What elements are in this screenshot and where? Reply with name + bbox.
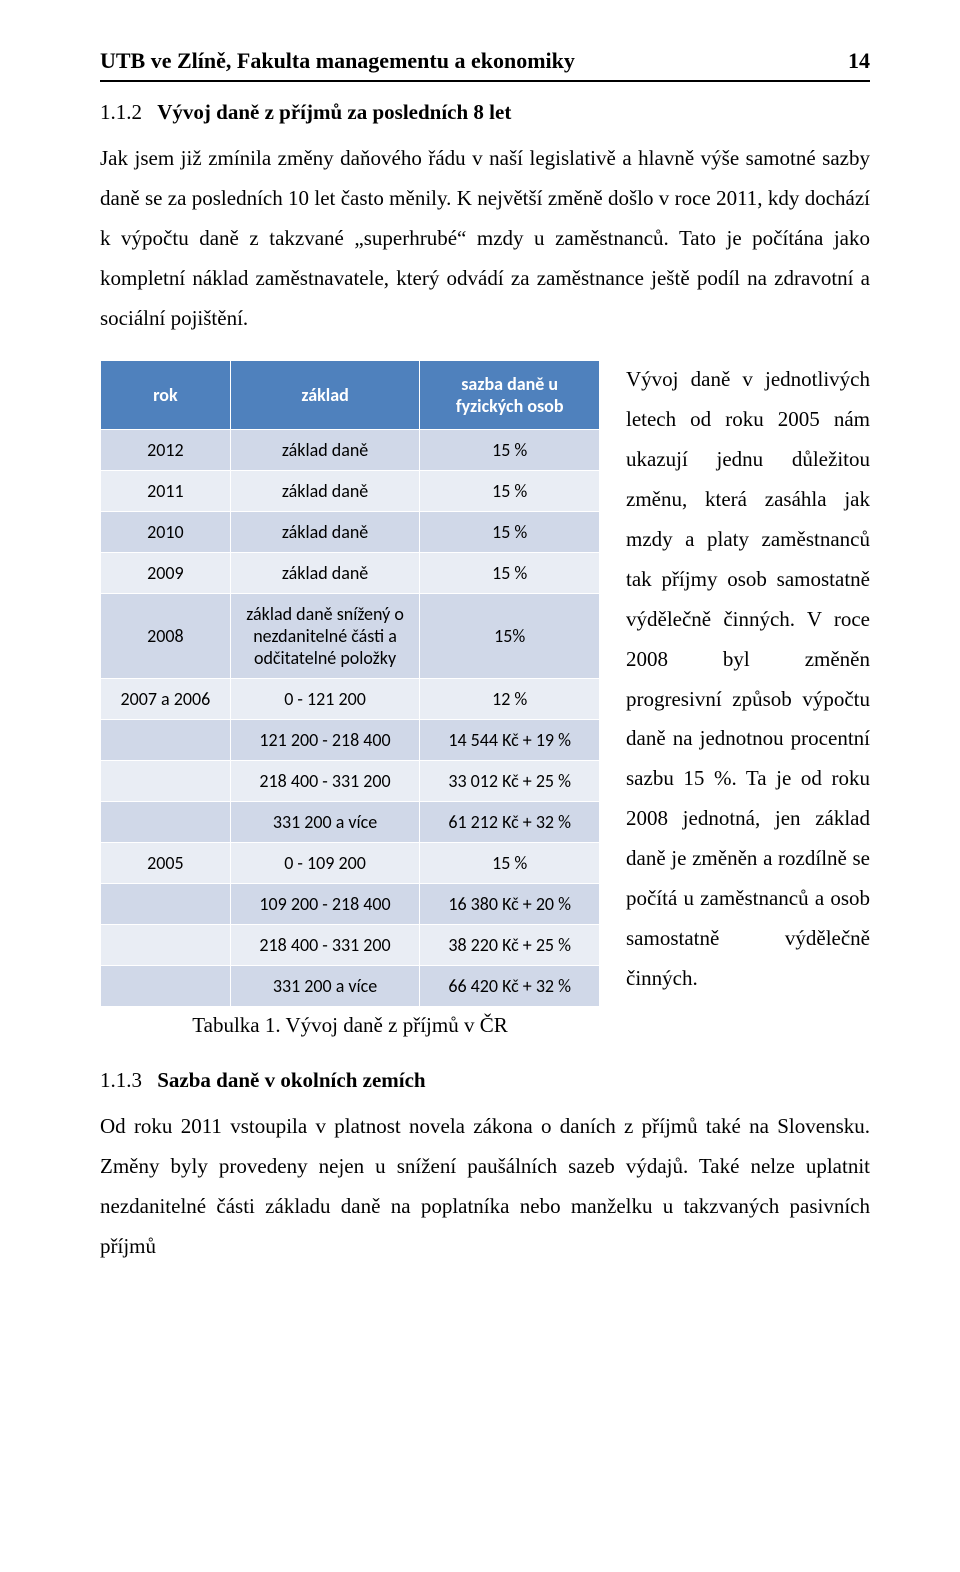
intro-paragraph: Jak jsem již zmínila změny daňového řádu… bbox=[100, 139, 870, 338]
section-title-2: Sazba daně v okolních zemích bbox=[157, 1068, 425, 1092]
header-page-number: 14 bbox=[848, 48, 870, 74]
table-row: 2011základ daně15 % bbox=[101, 471, 600, 512]
page-header: UTB ve Zlíně, Fakulta managementu a ekon… bbox=[100, 48, 870, 82]
table-row: 331 200 a více61 212 Kč + 32 % bbox=[101, 802, 600, 843]
tax-table-container: rok základ sazba daně u fyzických osob 2… bbox=[100, 360, 600, 1060]
table-row: 331 200 a více66 420 Kč + 32 % bbox=[101, 966, 600, 1007]
table-row: 2009základ daně15 % bbox=[101, 553, 600, 594]
section-heading-1: 1.1.2 Vývoj daně z příjmů za posledních … bbox=[100, 100, 870, 125]
table-row: 218 400 - 331 20038 220 Kč + 25 % bbox=[101, 925, 600, 966]
table-row: 20050 - 109 20015 % bbox=[101, 843, 600, 884]
section-heading-2: 1.1.3 Sazba daně v okolních zemích bbox=[100, 1068, 870, 1093]
side-paragraph: Vývoj daně v jednotlivých letech od roku… bbox=[626, 360, 870, 998]
table-row: 2012základ daně15 % bbox=[101, 430, 600, 471]
col-header-rok: rok bbox=[101, 361, 231, 430]
table-row: 218 400 - 331 20033 012 Kč + 25 % bbox=[101, 761, 600, 802]
section-number-2: 1.1.3 bbox=[100, 1068, 142, 1092]
section-number-1: 1.1.2 bbox=[100, 100, 142, 124]
tax-table: rok základ sazba daně u fyzických osob 2… bbox=[100, 360, 600, 1007]
table-row: 2008základ daně snížený o nezdanitelné č… bbox=[101, 594, 600, 679]
table-caption: Tabulka 1. Vývoj daně z příjmů v ČR bbox=[100, 1013, 600, 1038]
table-row: 109 200 - 218 40016 380 Kč + 20 % bbox=[101, 884, 600, 925]
closing-paragraph: Od roku 2011 vstoupila v platnost novela… bbox=[100, 1107, 870, 1267]
table-row: 2010základ daně15 % bbox=[101, 512, 600, 553]
section-title-1: Vývoj daně z příjmů za posledních 8 let bbox=[157, 100, 511, 124]
header-title: UTB ve Zlíně, Fakulta managementu a ekon… bbox=[100, 48, 575, 74]
table-row: 121 200 - 218 40014 544 Kč + 19 % bbox=[101, 720, 600, 761]
col-header-sazba: sazba daně u fyzických osob bbox=[420, 361, 600, 430]
table-head-row: rok základ sazba daně u fyzických osob bbox=[101, 361, 600, 430]
col-header-zaklad: základ bbox=[230, 361, 420, 430]
table-row: 2007 a 20060 - 121 20012 % bbox=[101, 679, 600, 720]
